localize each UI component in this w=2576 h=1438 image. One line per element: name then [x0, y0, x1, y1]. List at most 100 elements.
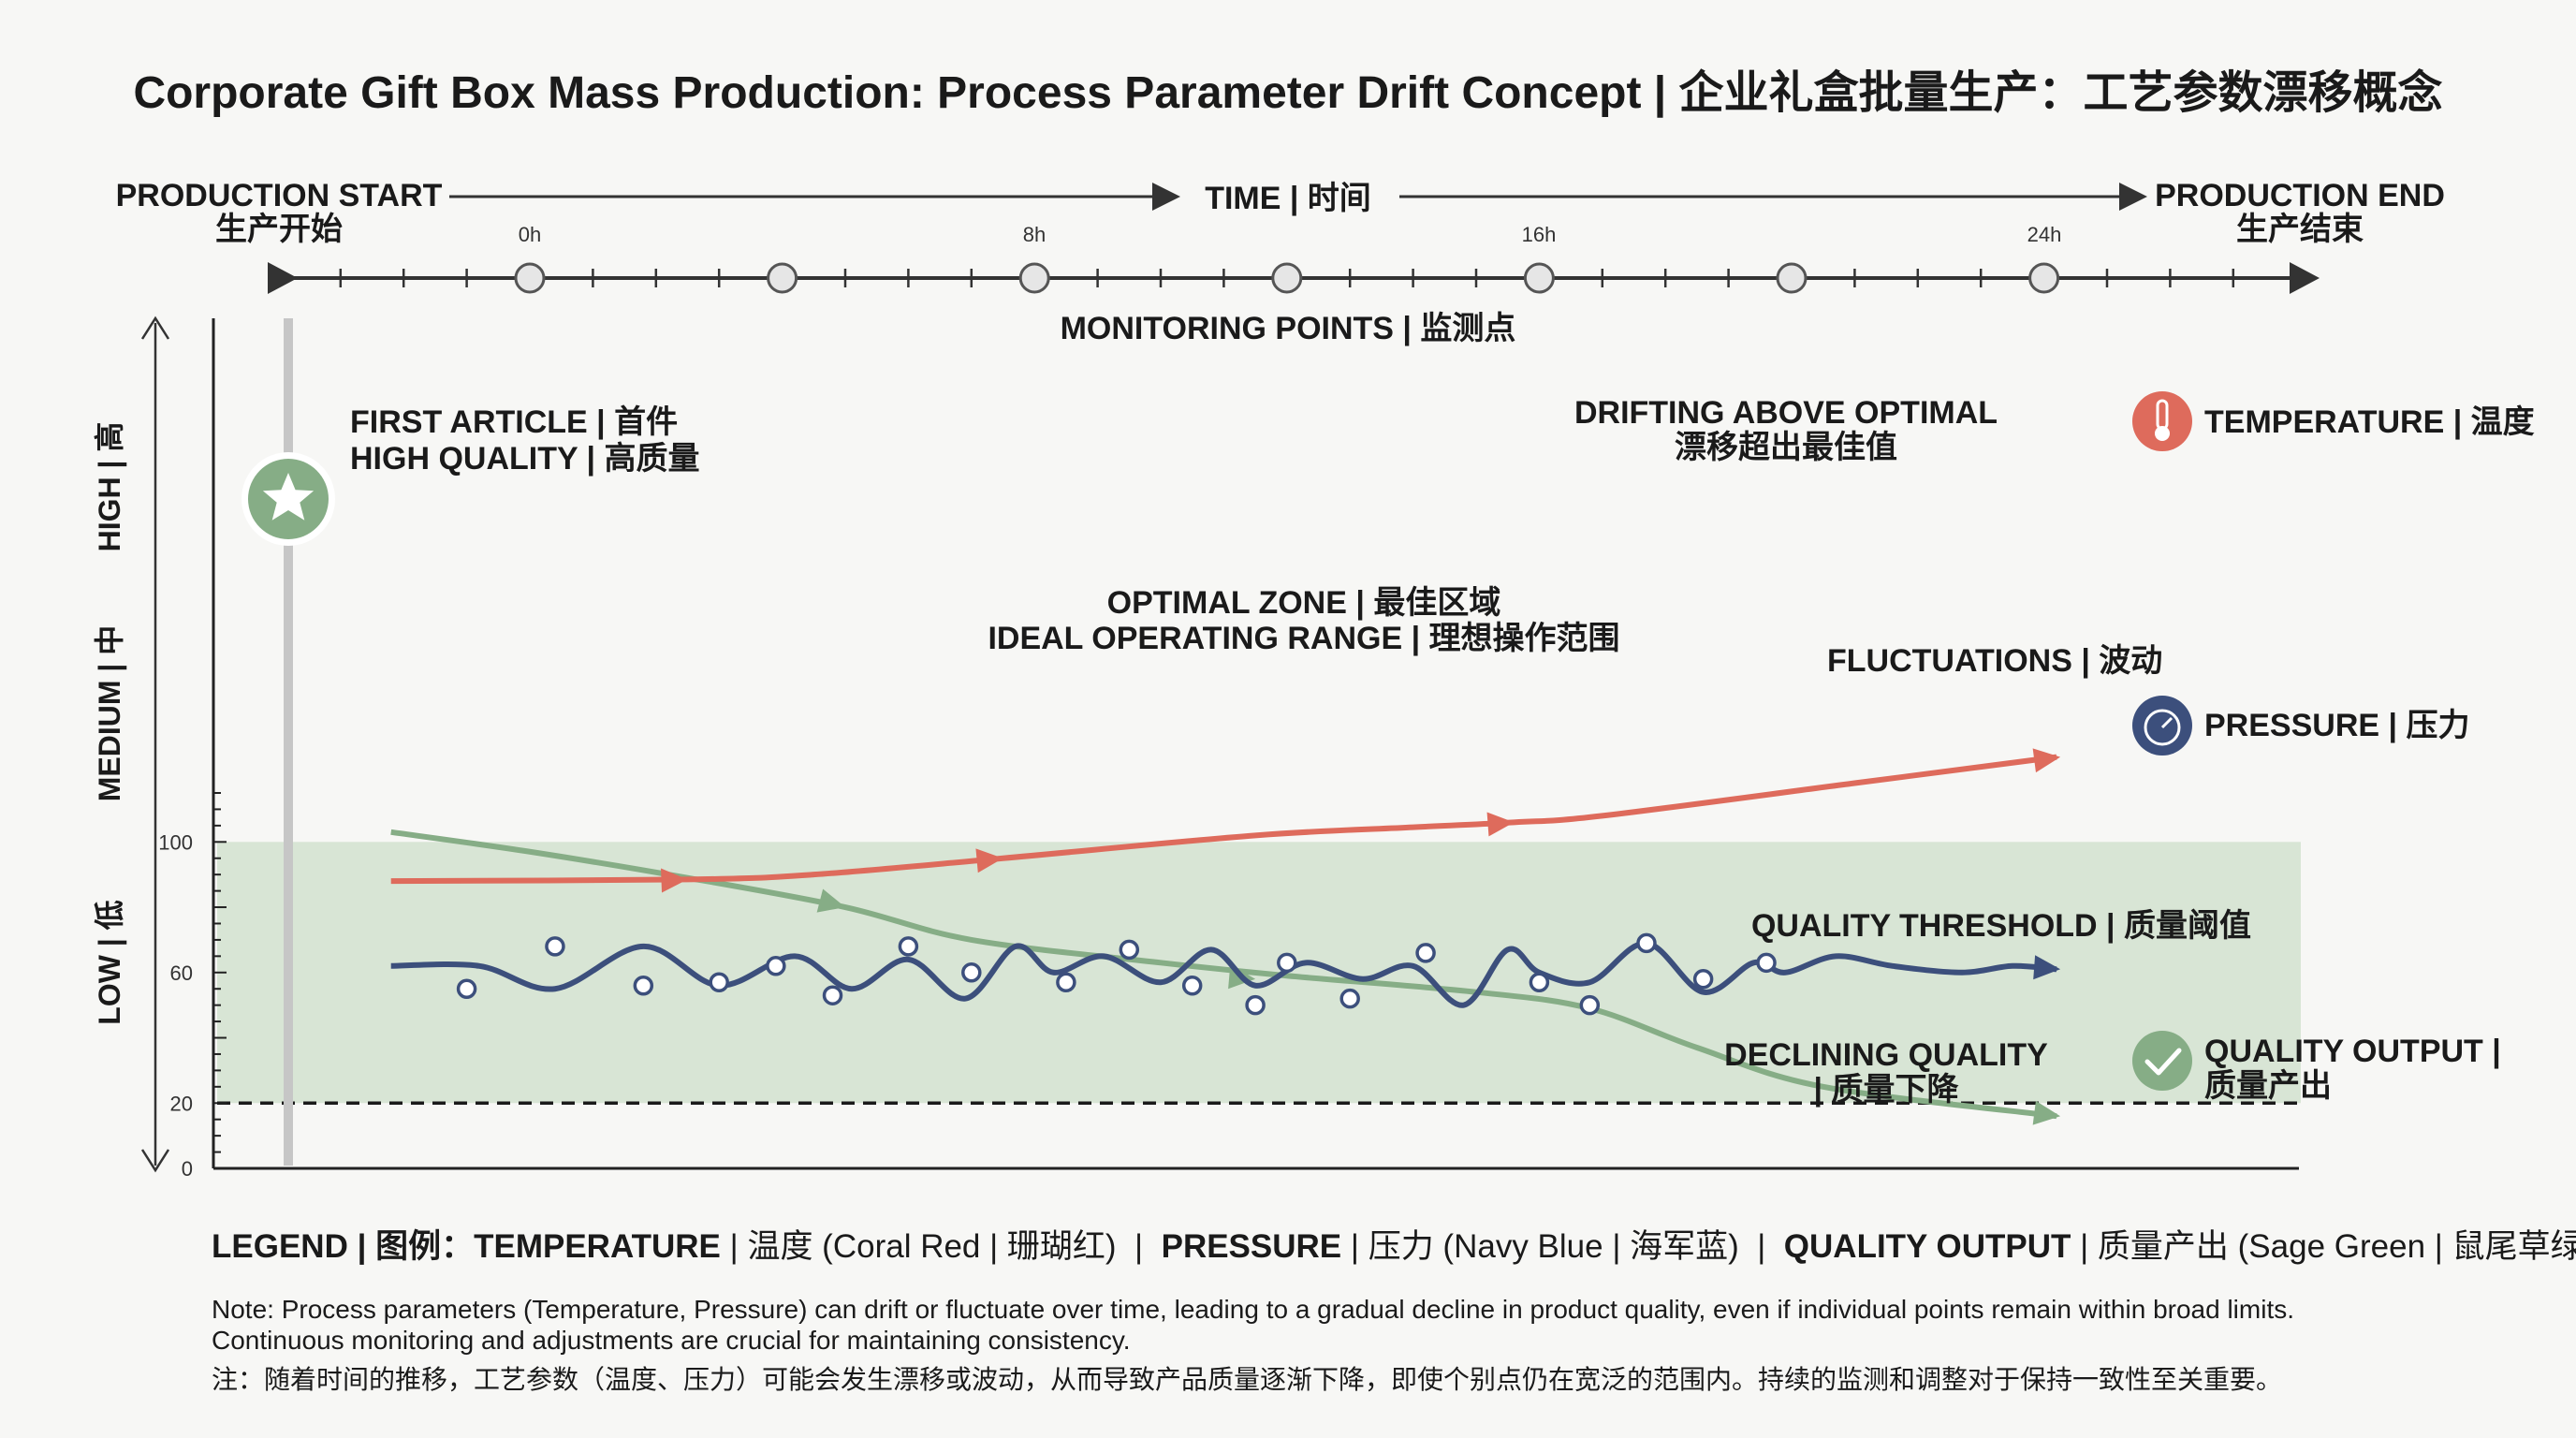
pressure-point	[633, 975, 654, 996]
temperature-icon-circle	[2132, 391, 2192, 451]
timeline-end-zh: 生产结束	[2236, 212, 2364, 247]
legend-quality-name: QUALITY OUTPUT	[1783, 1228, 2071, 1265]
legend: LEGEND | 图例：TEMPERATURE | 温度 (Coral Red …	[212, 1220, 2576, 1268]
pressure-point	[898, 936, 919, 957]
temperature-series-label: TEMPERATURE | 温度	[2204, 404, 2535, 440]
pressure-point	[1339, 988, 1360, 1009]
drifting-sublabel: 漂移超出最佳值	[1675, 430, 1897, 465]
pressure-point	[1756, 952, 1777, 974]
pressure-point	[1119, 939, 1140, 961]
quality-series-label: QUALITY OUTPUT |	[2204, 1034, 2501, 1069]
temperature-end-arrowhead	[2032, 748, 2061, 773]
y-tick-label-20: 20	[170, 1092, 193, 1115]
y-tick-label-0: 0	[182, 1157, 193, 1181]
pressure-point	[709, 972, 729, 992]
chart-title: Corporate Gift Box Mass Production: Proc…	[133, 67, 2442, 118]
legend-separator-1: |	[1116, 1228, 1162, 1265]
legend-prefix: LEGEND | 图例：	[212, 1228, 475, 1265]
drifting-label: DRIFTING ABOVE OPTIMAL	[1574, 395, 1998, 431]
quality-mid-arrowhead	[816, 888, 845, 913]
legend-temperature-desc: | 温度 (Coral Red | 珊瑚红)	[720, 1228, 1117, 1265]
timeline-start-en: PRODUCTION START	[116, 178, 443, 213]
first-article-badge	[242, 452, 335, 546]
tick-label-8h: 8h	[1023, 223, 1046, 246]
monitoring-point-marker	[1776, 262, 1808, 294]
gauge-needle-icon	[2160, 716, 2174, 729]
timeline-start-triangle	[268, 262, 298, 294]
pressure-point	[1636, 932, 1657, 954]
temperature-mid-arrowhead	[975, 848, 1003, 873]
y-tick-label-60: 60	[170, 961, 193, 985]
first-article-sublabel: HIGH QUALITY | 高质量	[350, 441, 699, 477]
thermometer-bulb-icon	[2155, 426, 2170, 441]
pressure-point	[1415, 943, 1436, 963]
monitoring-point-markers	[514, 262, 2060, 294]
pressure-point	[1056, 972, 1076, 992]
legend-pressure-name: PRESSURE	[1161, 1228, 1342, 1265]
optimal-zone-label: OPTIMAL ZONE | 最佳区域	[1107, 585, 1501, 621]
y-level-arrow-bottom-head	[140, 1149, 170, 1173]
pressure-point	[1579, 994, 1601, 1016]
pressure-monitoring-points	[456, 932, 1777, 1016]
legend-temperature-name: TEMPERATURE	[474, 1228, 721, 1265]
pressure-point	[766, 956, 786, 976]
pressure-point	[822, 985, 843, 1005]
pressure-point	[1692, 969, 1714, 990]
gauge-icon	[2144, 709, 2181, 746]
checkmark-icon	[2144, 1048, 2182, 1076]
temperature-arrowheads	[661, 748, 2061, 893]
timeline-end-en: PRODUCTION END	[2155, 178, 2445, 213]
pressure-end-arrowhead	[2033, 955, 2061, 980]
temperature-mid-arrowhead	[1486, 812, 1515, 837]
pressure-point	[456, 978, 477, 999]
quality-series-sublabel: 质量产出	[2204, 1068, 2332, 1104]
pressure-arrowheads	[2033, 955, 2061, 980]
note-line-2: Continuous monitoring and adjustments ar…	[212, 1326, 1131, 1355]
temperature-end-marker	[2132, 391, 2192, 451]
note-line-3: 注：随着时间的推移，工艺参数（温度、压力）可能会发生漂移或波动，从而导致产品质量…	[212, 1365, 2283, 1394]
y-label-low: LOW | 低	[93, 900, 126, 1024]
monitoring-point-marker	[1523, 262, 1555, 294]
monitoring-point-marker	[767, 262, 798, 294]
pressure-point	[1181, 975, 1203, 996]
temperature-mid-arrowhead	[661, 868, 688, 893]
y-axis: 100 60 20 0 HIGH | 高 MEDIUM | 中 LOW | 低	[93, 315, 2299, 1181]
legend-pressure-desc: | 压力 (Navy Blue | 海军蓝)	[1341, 1228, 1739, 1265]
legend-quality-desc: | 质量产出 (Sage Green | 鼠尾草绿)	[2071, 1228, 2576, 1265]
temperature-line	[390, 754, 2057, 885]
quality-end-marker	[2132, 1031, 2192, 1091]
note-line-1: Note: Process parameters (Temperature, P…	[212, 1295, 2295, 1324]
pressure-end-marker	[2132, 696, 2192, 756]
monitoring-point-marker	[514, 262, 546, 294]
time-label: TIME | 时间	[1205, 181, 1371, 216]
pressure-point	[1529, 972, 1550, 992]
monitoring-point-marker	[2028, 262, 2060, 294]
y-minor-ticks	[213, 791, 227, 1169]
threshold-label: QUALITY THRESHOLD | 质量阈值	[1751, 908, 2251, 944]
monitoring-point-marker	[1271, 262, 1303, 294]
tick-label-0h: 0h	[519, 223, 541, 246]
star-icon	[262, 473, 315, 521]
monitoring-points-label: MONITORING POINTS | 监测点	[1061, 311, 1516, 346]
fluctuations-label: FLUCTUATIONS | 波动	[1827, 643, 2162, 679]
pressure-point	[1245, 994, 1266, 1016]
monitoring-point-marker	[1018, 262, 1050, 294]
y-tick-label-100: 100	[158, 830, 193, 854]
pressure-point	[961, 962, 982, 983]
legend-separator-2: |	[1738, 1228, 1784, 1265]
declining-quality-sublabel: | 质量下降	[1814, 1072, 1960, 1108]
tick-label-24h: 24h	[2027, 223, 2062, 246]
declining-quality-label: DECLINING QUALITY	[1724, 1037, 2048, 1073]
timeline-end-triangle	[2290, 262, 2320, 294]
timeline: PRODUCTION START 生产开始 PRODUCTION END 生产结…	[116, 178, 2445, 346]
y-level-arrow-top-head	[140, 315, 170, 340]
y-label-medium: MEDIUM | 中	[93, 625, 126, 802]
timeline-start-zh: 生产开始	[215, 212, 343, 247]
tick-label-16h: 16h	[1522, 223, 1557, 246]
quality-end-arrowhead	[2032, 1100, 2061, 1125]
pressure-point	[1277, 952, 1297, 974]
pressure-series-label: PRESSURE | 压力	[2204, 708, 2469, 743]
optimal-zone-sublabel: IDEAL OPERATING RANGE | 理想操作范围	[988, 621, 1619, 656]
quality-icon-circle	[2132, 1031, 2192, 1091]
